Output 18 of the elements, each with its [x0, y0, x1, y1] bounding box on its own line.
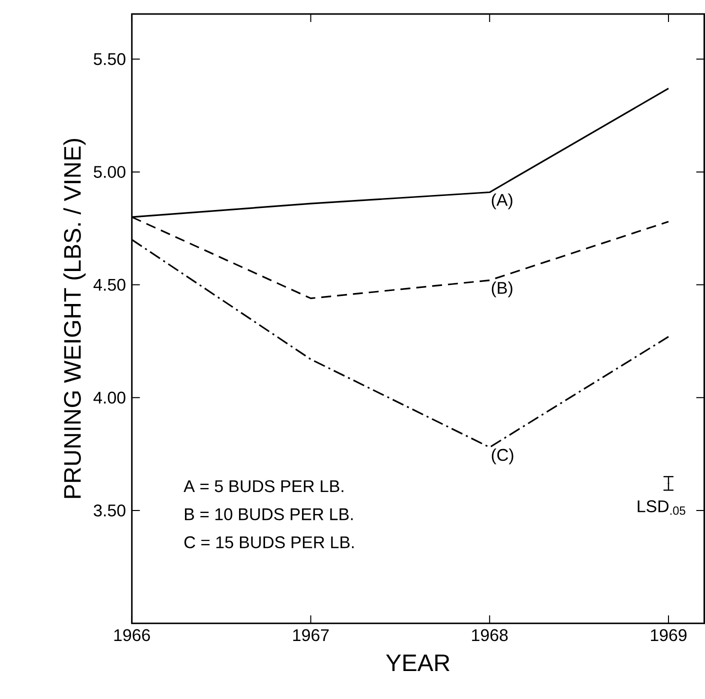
y-tick-label: 4.50: [93, 278, 126, 291]
y-tick-label: 4.00: [93, 392, 126, 404]
annotation: C = 15 BUDS PER LB.: [184, 536, 354, 548]
x-tick-label: 1966: [114, 629, 150, 642]
y-tick-label: 3.50: [94, 504, 126, 516]
x-tick-label: 1968: [472, 629, 508, 642]
annotation: LSD$_{.05}$: [638, 500, 686, 515]
y-axis-title: PRUNING WEIGHT (LBS. / VINE): [63, 138, 86, 498]
annotation: A = 5 BUDS PER LB.: [184, 480, 344, 492]
series-label: (C): [492, 448, 514, 464]
y-tick-label: 5.00: [94, 166, 126, 178]
series-label: (B): [492, 281, 512, 298]
x-axis-title: YEAR: [386, 654, 450, 671]
x-tick-label: 1967: [293, 629, 329, 642]
y-tick-label: 5.50: [94, 52, 126, 65]
x-tick-label: 1969: [650, 629, 687, 642]
annotation: B = 10 BUDS PER LB.: [184, 508, 353, 520]
series-label: (A): [492, 193, 512, 210]
